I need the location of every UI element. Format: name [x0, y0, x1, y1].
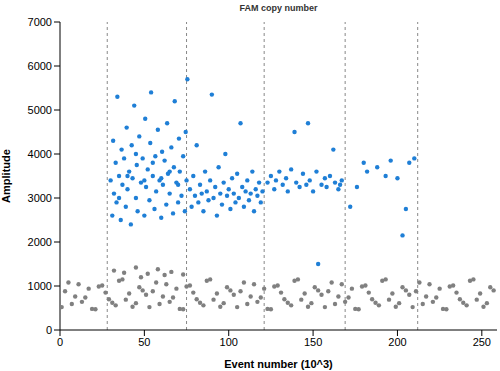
svg-text:Amplitude: Amplitude	[8, 149, 12, 203]
html-text:FAM copy number: FAM copy number	[239, 3, 318, 13]
svg-text:4000: 4000	[28, 148, 52, 160]
svg-text:0: 0	[46, 324, 52, 336]
svg-text:7000: 7000	[28, 16, 52, 28]
svg-text:3000: 3000	[28, 192, 52, 204]
svg-text:0: 0	[57, 336, 63, 348]
svg-text:200: 200	[388, 336, 406, 348]
svg-text:150: 150	[304, 336, 322, 348]
svg-text:5000: 5000	[28, 104, 52, 116]
svg-text:Event number (10^3): Event number (10^3)	[224, 358, 333, 370]
svg-text:1000: 1000	[28, 280, 52, 292]
svg-text:250: 250	[473, 336, 491, 348]
svg-text:6000: 6000	[28, 60, 52, 72]
svg-text:100: 100	[220, 336, 238, 348]
svg-text:2000: 2000	[28, 236, 52, 248]
svg-text:50: 50	[138, 336, 150, 348]
